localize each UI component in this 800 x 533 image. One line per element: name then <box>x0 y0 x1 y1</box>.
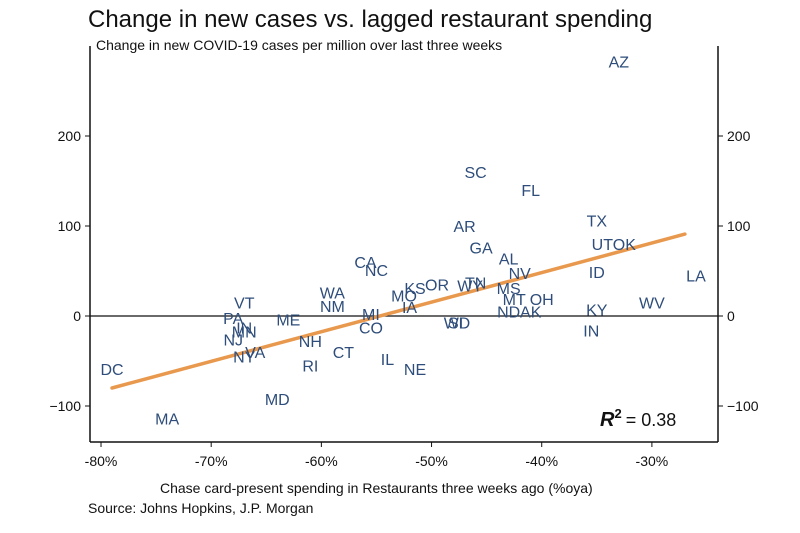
point-label-co: CO <box>359 321 383 338</box>
y-tick-label-right: 100 <box>727 218 751 234</box>
point-label-dc: DC <box>100 362 123 379</box>
point-label-nv: NV <box>509 266 532 283</box>
trendline-group <box>110 232 687 390</box>
chart-title: Change in new cases vs. lagged restauran… <box>88 6 653 33</box>
point-label-sc: SC <box>464 165 486 182</box>
trendline <box>110 232 687 390</box>
point-label-mi: MI <box>362 307 380 324</box>
point-label-ca: CA <box>354 255 377 272</box>
point-label-tx: TX <box>587 214 608 231</box>
point-label-ky: KY <box>586 303 608 320</box>
y-axis-label: Change in new COVID-19 cases per million… <box>96 37 503 53</box>
point-label-wa: WA <box>320 286 346 303</box>
point-label-ut: UT <box>592 237 614 254</box>
axes: 200 200 100 100 0 0 −100 −100 -80% -70% -60% -50% -4… <box>49 46 759 469</box>
point-label-nh: NH <box>299 334 322 351</box>
point-label-or: OR <box>425 278 449 295</box>
point-label-nc: NC <box>365 263 388 280</box>
point-label-pa: PA <box>223 311 243 328</box>
point-label-ia: IA <box>402 300 417 317</box>
point-label-tn: TN <box>465 276 486 293</box>
point-label-ar: AR <box>453 219 475 236</box>
r-squared-label: R2 = 0.38 <box>600 406 676 431</box>
y-tick-label-right: 200 <box>727 128 751 144</box>
point-label-al: AL <box>499 251 519 268</box>
source-note: Source: Johns Hopkins, J.P. Morgan <box>88 500 314 516</box>
point-label-nm: NM <box>320 299 345 316</box>
point-label-ga: GA <box>470 241 493 258</box>
point-label-ak: AK <box>520 305 542 322</box>
point-label-ma: MA <box>155 412 179 429</box>
r-squared-value: = 0.38 <box>626 410 677 430</box>
point-label-in: IN <box>236 321 252 338</box>
point-label-ne: NE <box>404 362 426 379</box>
point-label-sd: SD <box>448 315 470 332</box>
y-tick-label-left: 100 <box>58 218 82 234</box>
point-label-wv: WV <box>639 296 665 313</box>
point-label-ks: KS <box>404 281 425 298</box>
r-squared-exponent: 2 <box>614 406 621 421</box>
point-label-ri: RI <box>302 359 318 376</box>
point-label-md: MD <box>265 392 290 409</box>
point-label-me: ME <box>276 313 300 330</box>
point-label-va: VA <box>245 345 265 362</box>
y-tick-label-left: −100 <box>49 398 81 414</box>
x-tick-label: -50% <box>415 453 448 469</box>
point-label-ms: MS <box>497 281 521 298</box>
point-label-in: IN <box>583 323 599 340</box>
point-label-ok: OK <box>613 237 636 254</box>
point-label-nd: ND <box>497 305 520 322</box>
point-label-id: ID <box>589 265 605 282</box>
point-label-oh: OH <box>530 292 554 309</box>
point-label-nj: NJ <box>223 332 243 349</box>
point-label-vt: VT <box>234 296 255 313</box>
point-label-mt: MT <box>503 292 526 309</box>
point-label-wy: WY <box>457 278 483 295</box>
point-label-ny: NY <box>233 350 256 367</box>
x-tick-label: -60% <box>305 453 338 469</box>
y-tick-label-right: 0 <box>727 308 735 324</box>
point-label-la: LA <box>686 269 706 286</box>
r-squared-annotation: R2 = 0.38 <box>600 406 676 431</box>
y-tick-label-left: 200 <box>58 128 82 144</box>
point-label-fl: FL <box>521 183 540 200</box>
x-tick-label: -80% <box>85 453 118 469</box>
point-label-wi: WI <box>444 315 464 332</box>
y-tick-label-left: 0 <box>73 308 81 324</box>
point-label-il: IL <box>381 352 394 369</box>
y-tick-label-right: −100 <box>727 398 759 414</box>
x-tick-label: -70% <box>195 453 228 469</box>
x-axis-label: Chase card-present spending in Restauran… <box>160 480 593 496</box>
x-tick-label: -30% <box>636 453 669 469</box>
point-label-mn: MN <box>232 324 257 341</box>
point-label-ct: CT <box>333 345 355 362</box>
point-label-az: AZ <box>609 54 630 71</box>
r-squared-symbol: R <box>600 409 615 431</box>
point-label-mo: MO <box>391 288 417 305</box>
x-tick-label: -40% <box>525 453 558 469</box>
